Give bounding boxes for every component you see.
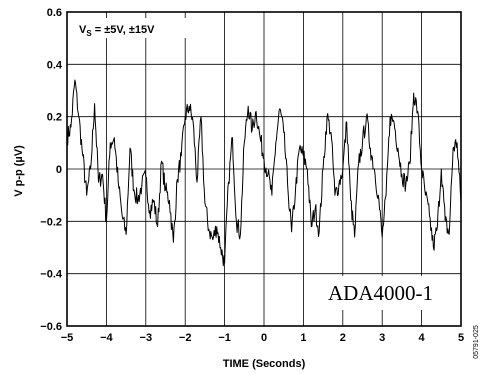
figure-id: 05791-025 xyxy=(473,325,480,359)
supply-label-background xyxy=(70,18,200,38)
supply-label: VS = ±5V, ±15V xyxy=(79,24,155,38)
x-tick-label: 5 xyxy=(458,332,464,344)
x-tick-label: 4 xyxy=(419,332,426,344)
y-tick-labels: 0.6 0.4 0.2 0 −0.2 −0.4 −0.6 xyxy=(40,7,63,333)
x-tick-label: 3 xyxy=(379,332,385,344)
x-tick-label: −3 xyxy=(140,332,153,344)
x-tick-label: 1 xyxy=(300,332,306,344)
y-tick-label: 0.2 xyxy=(47,112,62,124)
x-tick-label: 2 xyxy=(340,332,346,344)
x-tick-label: −2 xyxy=(179,332,192,344)
y-tick-label: −0.6 xyxy=(40,321,62,333)
x-tick-label: 0 xyxy=(261,332,267,344)
x-tick-label: −4 xyxy=(100,332,113,344)
plot-frame xyxy=(66,11,462,327)
y-tick-label: −0.2 xyxy=(40,216,62,228)
y-axis-title: V p-p (µV) xyxy=(13,145,25,197)
y-tick-label: 0 xyxy=(56,164,62,176)
x-axis-title: TIME (Seconds) xyxy=(223,358,306,370)
x-tick-label: −5 xyxy=(61,332,74,344)
noise-trace xyxy=(66,79,462,267)
y-tick-label: 0.6 xyxy=(47,7,62,19)
part-number: ADA4000-1 xyxy=(328,281,433,305)
x-tick-labels: −5 −4 −3 −2 −1 0 1 2 3 4 5 xyxy=(61,332,464,344)
part-number-background xyxy=(314,276,454,310)
y-tick-label: 0.4 xyxy=(47,59,63,71)
y-tick-label: −0.4 xyxy=(40,269,63,281)
x-tick-label: −1 xyxy=(218,332,231,344)
